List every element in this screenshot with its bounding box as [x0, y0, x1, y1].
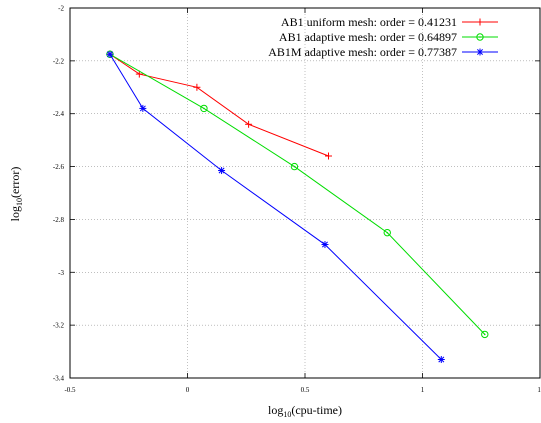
x-tick-label: 1. — [537, 386, 541, 394]
grid — [70, 8, 540, 378]
legend-swatch-marker — [476, 33, 484, 41]
data-point-1 — [245, 120, 253, 128]
series-group — [106, 50, 489, 363]
x-axis-title-base: log — [268, 403, 283, 417]
marker-ring — [476, 33, 484, 41]
data-point-1 — [193, 83, 201, 91]
x-tick-label: -0.5 — [64, 386, 76, 394]
x-tick-labels: -0.5 0 0.5 1 1. — [64, 386, 541, 394]
data-point-2 — [383, 228, 391, 237]
marker-stroke — [139, 105, 146, 112]
series-line-2 — [109, 53, 486, 335]
marker-stroke — [438, 356, 445, 363]
y-tick-label: -2.2 — [53, 57, 65, 65]
data-point-2 — [290, 162, 299, 171]
marker-stroke — [321, 241, 328, 248]
legend-label: AB1M adaptive mesh: order = 0.77387 — [268, 45, 457, 59]
y-tick-label: -2 — [58, 5, 64, 13]
marker-stroke — [218, 167, 225, 174]
marker-dot — [203, 107, 205, 110]
y-tick-label: -3.2 — [53, 322, 65, 330]
marker-dot — [293, 165, 296, 168]
x-axis-title-sub: 10 — [283, 410, 291, 419]
series-line-3 — [109, 53, 442, 360]
y-axis-title-rest: (error) — [8, 167, 22, 198]
data-point-2 — [481, 330, 489, 339]
y-axis-title-base: log — [8, 206, 22, 221]
data-point-3 — [218, 167, 226, 175]
marker-ring — [481, 330, 489, 339]
data-point-2 — [200, 104, 208, 113]
y-tick-label: -2.8 — [53, 216, 65, 224]
y-axis-title: log10(error) — [8, 167, 24, 222]
x-tick-label: 1 — [421, 386, 425, 394]
marker-stroke — [106, 51, 113, 58]
y-tick-labels: -3.4 -3.2 -3 -2.8 -2.6 -2.4 -2.2 -2 — [53, 5, 65, 383]
y-tick-label: -2.4 — [53, 110, 65, 118]
marker-ring — [383, 228, 391, 237]
x-axis-title: log10(cpu-time) — [268, 403, 342, 419]
plot-frame — [69, 7, 541, 379]
y-tick-label: -3 — [58, 269, 64, 277]
marker-stroke — [477, 49, 483, 55]
marker-dot — [386, 231, 389, 234]
x-tick-label: 0 — [186, 386, 190, 394]
legend-swatch-marker — [476, 48, 484, 56]
y-tick-label: -3.4 — [53, 375, 65, 383]
marker-dot — [483, 333, 486, 336]
data-point-3 — [139, 104, 147, 112]
data-point-1 — [325, 152, 332, 160]
legend-swatch-marker — [476, 18, 484, 26]
ticks — [69, 7, 541, 379]
data-point-3 — [321, 241, 329, 249]
y-tick-label: -2.6 — [53, 163, 65, 171]
marker-ring — [200, 104, 208, 113]
legend-label: AB1 uniform mesh: order = 0.41231 — [281, 15, 457, 29]
y-axis-title-sub: 10 — [15, 198, 24, 206]
x-axis-title-rest: (cpu-time) — [291, 403, 342, 417]
marker-ring — [290, 162, 299, 171]
marker-dot — [479, 36, 481, 38]
data-point-3 — [437, 356, 445, 363]
legend-label: AB1 adaptive mesh: order = 0.64897 — [279, 30, 457, 44]
x-tick-label: 0.5 — [301, 386, 310, 394]
data-point-3 — [106, 50, 114, 58]
